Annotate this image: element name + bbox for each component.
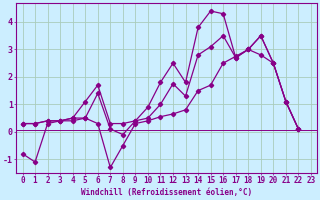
X-axis label: Windchill (Refroidissement éolien,°C): Windchill (Refroidissement éolien,°C) (81, 188, 252, 197)
